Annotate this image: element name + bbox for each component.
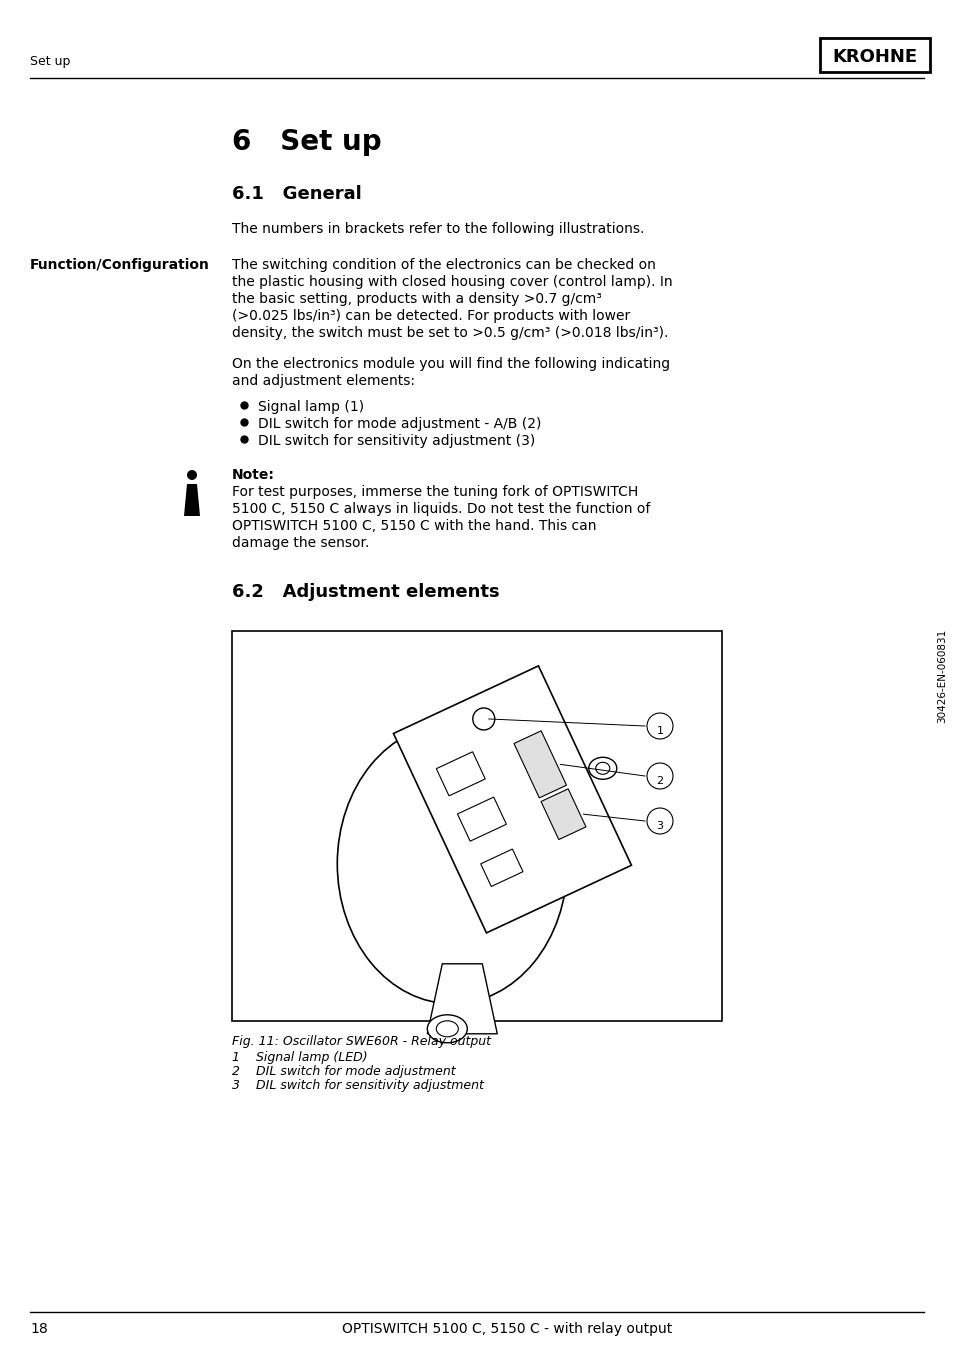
Text: and adjustment elements:: and adjustment elements: [232,375,415,388]
Text: 6.1   General: 6.1 General [232,185,361,203]
Text: 6.2   Adjustment elements: 6.2 Adjustment elements [232,583,499,602]
Text: Set up: Set up [30,55,71,68]
Polygon shape [436,752,485,796]
Circle shape [646,808,672,834]
Polygon shape [393,667,631,933]
Text: 2    DIL switch for mode adjustment: 2 DIL switch for mode adjustment [232,1065,456,1078]
Polygon shape [184,484,200,516]
Text: the basic setting, products with a density >0.7 g/cm³: the basic setting, products with a densi… [232,292,601,306]
Circle shape [646,713,672,740]
Text: For test purposes, immerse the tuning fork of OPTISWITCH: For test purposes, immerse the tuning fo… [232,485,638,499]
Text: OPTISWITCH 5100 C, 5150 C - with relay output: OPTISWITCH 5100 C, 5150 C - with relay o… [341,1322,672,1336]
Text: 5100 C, 5150 C always in liquids. Do not test the function of: 5100 C, 5150 C always in liquids. Do not… [232,502,650,516]
Text: Function/Configuration: Function/Configuration [30,258,210,272]
Polygon shape [480,849,522,887]
Text: density, the switch must be set to >0.5 g/cm³ (>0.018 lbs/in³).: density, the switch must be set to >0.5 … [232,326,668,339]
Text: Note:: Note: [232,468,274,483]
Circle shape [646,763,672,790]
Bar [820,38,929,72]
Ellipse shape [427,1015,467,1042]
Text: 3: 3 [656,821,662,831]
Text: On the electronics module you will find the following indicating: On the electronics module you will find … [232,357,669,370]
Text: OPTISWITCH 5100 C, 5150 C with the hand. This can: OPTISWITCH 5100 C, 5150 C with the hand.… [232,519,596,533]
Circle shape [187,470,196,480]
Ellipse shape [596,763,609,775]
Text: Fig. 11: Oscillator SWE60R - Relay output: Fig. 11: Oscillator SWE60R - Relay outpu… [232,1036,491,1048]
Polygon shape [540,788,585,840]
Text: the plastic housing with closed housing cover (control lamp). In: the plastic housing with closed housing … [232,274,672,289]
Polygon shape [514,731,566,798]
Ellipse shape [337,723,567,1003]
Text: Signal lamp (1): Signal lamp (1) [257,400,364,414]
Text: KROHNE: KROHNE [832,49,917,66]
Text: damage the sensor.: damage the sensor. [232,535,369,550]
Text: 3    DIL switch for sensitivity adjustment: 3 DIL switch for sensitivity adjustment [232,1079,483,1092]
Text: DIL switch for sensitivity adjustment (3): DIL switch for sensitivity adjustment (3… [257,434,535,448]
Text: 2: 2 [656,776,663,786]
Text: 1: 1 [656,726,662,735]
Text: (>0.025 lbs/in³) can be detected. For products with lower: (>0.025 lbs/in³) can be detected. For pr… [232,310,630,323]
Text: DIL switch for mode adjustment - A/B (2): DIL switch for mode adjustment - A/B (2) [257,416,540,431]
Polygon shape [427,964,497,1034]
Bar [232,631,721,1021]
Text: The switching condition of the electronics can be checked on: The switching condition of the electroni… [232,258,656,272]
Text: 18: 18 [30,1322,48,1336]
Text: 6   Set up: 6 Set up [232,128,381,155]
Text: 1    Signal lamp (LED): 1 Signal lamp (LED) [232,1051,367,1064]
Text: The numbers in brackets refer to the following illustrations.: The numbers in brackets refer to the fol… [232,222,643,237]
Ellipse shape [588,757,617,779]
Circle shape [473,708,495,730]
Text: 30426-EN-060831: 30426-EN-060831 [936,629,946,723]
Polygon shape [457,798,506,841]
Ellipse shape [436,1021,457,1037]
